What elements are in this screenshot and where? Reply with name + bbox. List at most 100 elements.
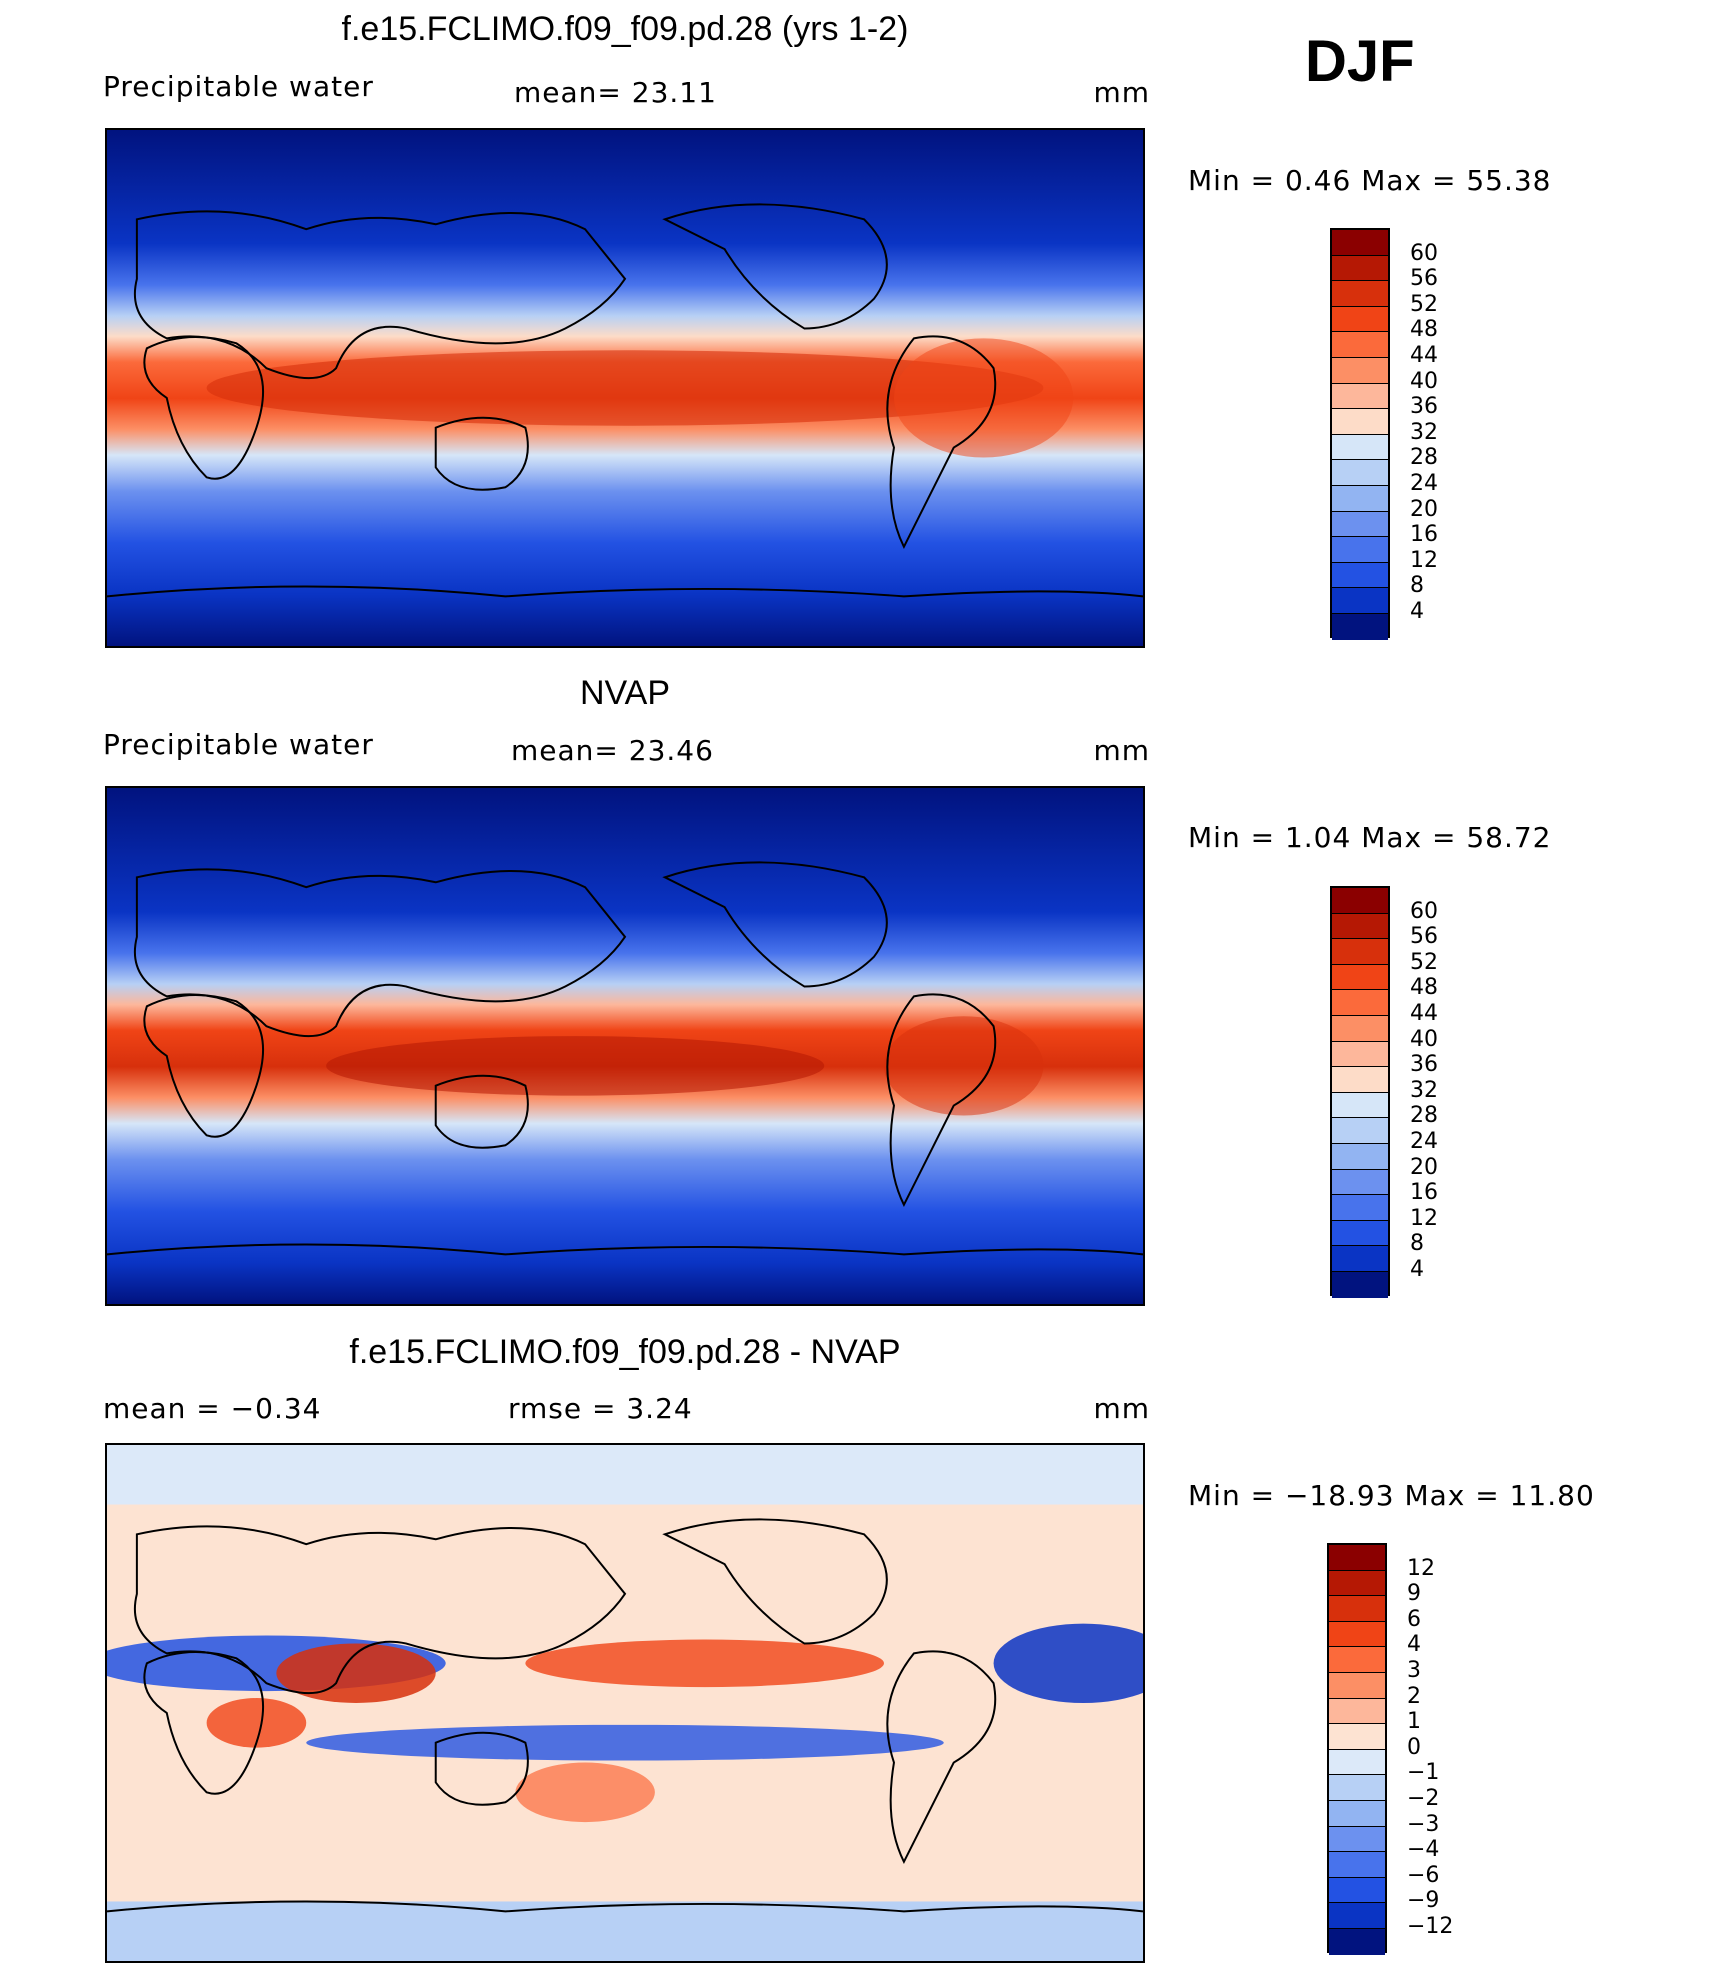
colorbar-swatch	[1332, 1118, 1388, 1144]
colorbar-swatch	[1332, 281, 1388, 307]
panel-3-map	[105, 1443, 1145, 1963]
colorbar-swatch	[1332, 1195, 1388, 1221]
colorbar-swatch	[1332, 613, 1388, 640]
colorbar-tick-label: 40	[1410, 368, 1438, 394]
colorbar-swatch	[1332, 939, 1388, 965]
colorbar-swatch	[1332, 562, 1388, 589]
colorbar-tick-label: 12	[1410, 1205, 1438, 1231]
colorbar-tick-label: 8	[1410, 573, 1424, 599]
colorbar-tick-label: 6	[1407, 1606, 1421, 1632]
panel-2-map-svg	[107, 788, 1143, 1304]
colorbar-tick-label: 28	[1410, 1103, 1438, 1129]
colorbar-tick-label: 24	[1410, 1129, 1438, 1154]
colorbar-tick-label: 44	[1410, 1001, 1438, 1026]
colorbar-tick-label: 52	[1410, 291, 1438, 317]
panel-3-title: f.e15.FCLIMO.f09_f09.pd.28 - NVAP	[349, 1333, 901, 1371]
colorbar-swatch	[1332, 537, 1388, 563]
colorbar-swatch	[1332, 255, 1388, 282]
panel-1-map-svg	[107, 130, 1143, 646]
colorbar-tick-label: 36	[1410, 1052, 1438, 1078]
colorbar-swatch	[1332, 913, 1388, 940]
colorbar-tick-label: 3	[1407, 1658, 1421, 1683]
panel-3-rmse-label: rmse = 3.24	[508, 1392, 693, 1425]
colorbar-tick-label: −9	[1407, 1888, 1440, 1914]
colorbar-tick-label: 32	[1410, 1077, 1438, 1103]
panel-3-units: mm	[1093, 1392, 1150, 1425]
colorbar-tick-label: 28	[1410, 445, 1438, 471]
colorbar-tick-label: 20	[1410, 496, 1438, 522]
colorbar-tick-label: 40	[1410, 1026, 1438, 1052]
colorbar-tick-label: 16	[1410, 522, 1438, 548]
colorbar-swatch	[1332, 1220, 1388, 1247]
colorbar-swatch	[1329, 1775, 1385, 1801]
colorbar-tick-label: −3	[1407, 1811, 1440, 1837]
colorbar-swatch	[1329, 1724, 1385, 1750]
panel-1-variable-label: Precipitable water	[103, 70, 374, 103]
panel-1-title: f.e15.FCLIMO.f09_f09.pd.28 (yrs 1-2)	[341, 10, 909, 48]
panel-2-mean-label: mean= 23.46	[511, 734, 714, 767]
colorbar-tick-label: −2	[1407, 1786, 1440, 1811]
colorbar-tick-label: 20	[1410, 1154, 1438, 1180]
colorbar-swatch	[1332, 383, 1388, 410]
colorbar-tick-label: 52	[1410, 949, 1438, 975]
colorbar-swatch	[1329, 1698, 1385, 1725]
panel-3-map-svg	[107, 1445, 1143, 1961]
colorbar-tick-label: 60	[1410, 240, 1438, 266]
colorbar-tick-label: 32	[1410, 419, 1438, 445]
panel-3-minmax: Min = −18.93 Max = 11.80	[1188, 1479, 1595, 1512]
colorbar-tick-label: 56	[1410, 266, 1438, 292]
colorbar-swatch	[1332, 409, 1388, 435]
colorbar-swatch	[1329, 1826, 1385, 1853]
colorbar-tick-label: −1	[1407, 1760, 1440, 1786]
panel-3-colorbar	[1327, 1543, 1387, 1955]
colorbar-swatch	[1332, 1169, 1388, 1196]
colorbar-swatch	[1329, 1545, 1385, 1571]
colorbar-swatch	[1332, 1143, 1388, 1170]
colorbar-tick-label: 48	[1410, 975, 1438, 1001]
colorbar-swatch	[1332, 485, 1388, 512]
colorbar-swatch	[1332, 1246, 1388, 1272]
panel-2-title: NVAP	[579, 674, 671, 712]
colorbar-swatch	[1329, 1596, 1385, 1622]
colorbar-swatch	[1332, 1015, 1388, 1042]
colorbar-tick-label: 12	[1410, 547, 1438, 573]
colorbar-tick-label: 12	[1407, 1555, 1435, 1581]
colorbar-tick-label: 44	[1410, 343, 1438, 368]
colorbar-swatch	[1329, 1852, 1385, 1878]
colorbar-swatch	[1329, 1570, 1385, 1597]
colorbar-swatch	[1329, 1877, 1385, 1904]
season-label: DJF	[1305, 29, 1415, 94]
panel-1-map	[105, 128, 1145, 648]
colorbar-swatch	[1332, 990, 1388, 1016]
colorbar-tick-label: −6	[1407, 1862, 1440, 1888]
colorbar-tick-label: −12	[1407, 1914, 1454, 1939]
colorbar-swatch	[1329, 1672, 1385, 1699]
panel-2-colorbar	[1330, 886, 1390, 1298]
colorbar-swatch	[1332, 1067, 1388, 1093]
panel-2-minmax: Min = 1.04 Max = 58.72	[1188, 821, 1552, 854]
panel-2-variable-label: Precipitable water	[103, 728, 374, 761]
colorbar-swatch	[1329, 1647, 1385, 1673]
colorbar-swatch	[1332, 230, 1388, 256]
colorbar-swatch	[1332, 434, 1388, 461]
colorbar-swatch	[1332, 1271, 1388, 1298]
colorbar-swatch	[1329, 1749, 1385, 1776]
colorbar-swatch	[1332, 332, 1388, 358]
colorbar-tick-label: 16	[1410, 1180, 1438, 1206]
colorbar-swatch	[1332, 460, 1388, 486]
colorbar-swatch	[1332, 1041, 1388, 1068]
colorbar-swatch	[1329, 1621, 1385, 1648]
colorbar-tick-label: 0	[1407, 1734, 1421, 1760]
panel-1-minmax: Min = 0.46 Max = 55.38	[1188, 164, 1552, 197]
colorbar-tick-label: 36	[1410, 394, 1438, 420]
colorbar-tick-label: 8	[1410, 1231, 1424, 1257]
colorbar-swatch	[1332, 964, 1388, 991]
colorbar-tick-label: 48	[1410, 317, 1438, 343]
colorbar-tick-label: 24	[1410, 471, 1438, 496]
panel-3-mean-label: mean = −0.34	[103, 1392, 322, 1425]
colorbar-swatch	[1329, 1800, 1385, 1827]
colorbar-tick-label: 1	[1407, 1709, 1421, 1735]
panel-1-units: mm	[1093, 76, 1150, 109]
colorbar-tick-label: 4	[1410, 1257, 1424, 1282]
colorbar-swatch	[1329, 1928, 1385, 1955]
